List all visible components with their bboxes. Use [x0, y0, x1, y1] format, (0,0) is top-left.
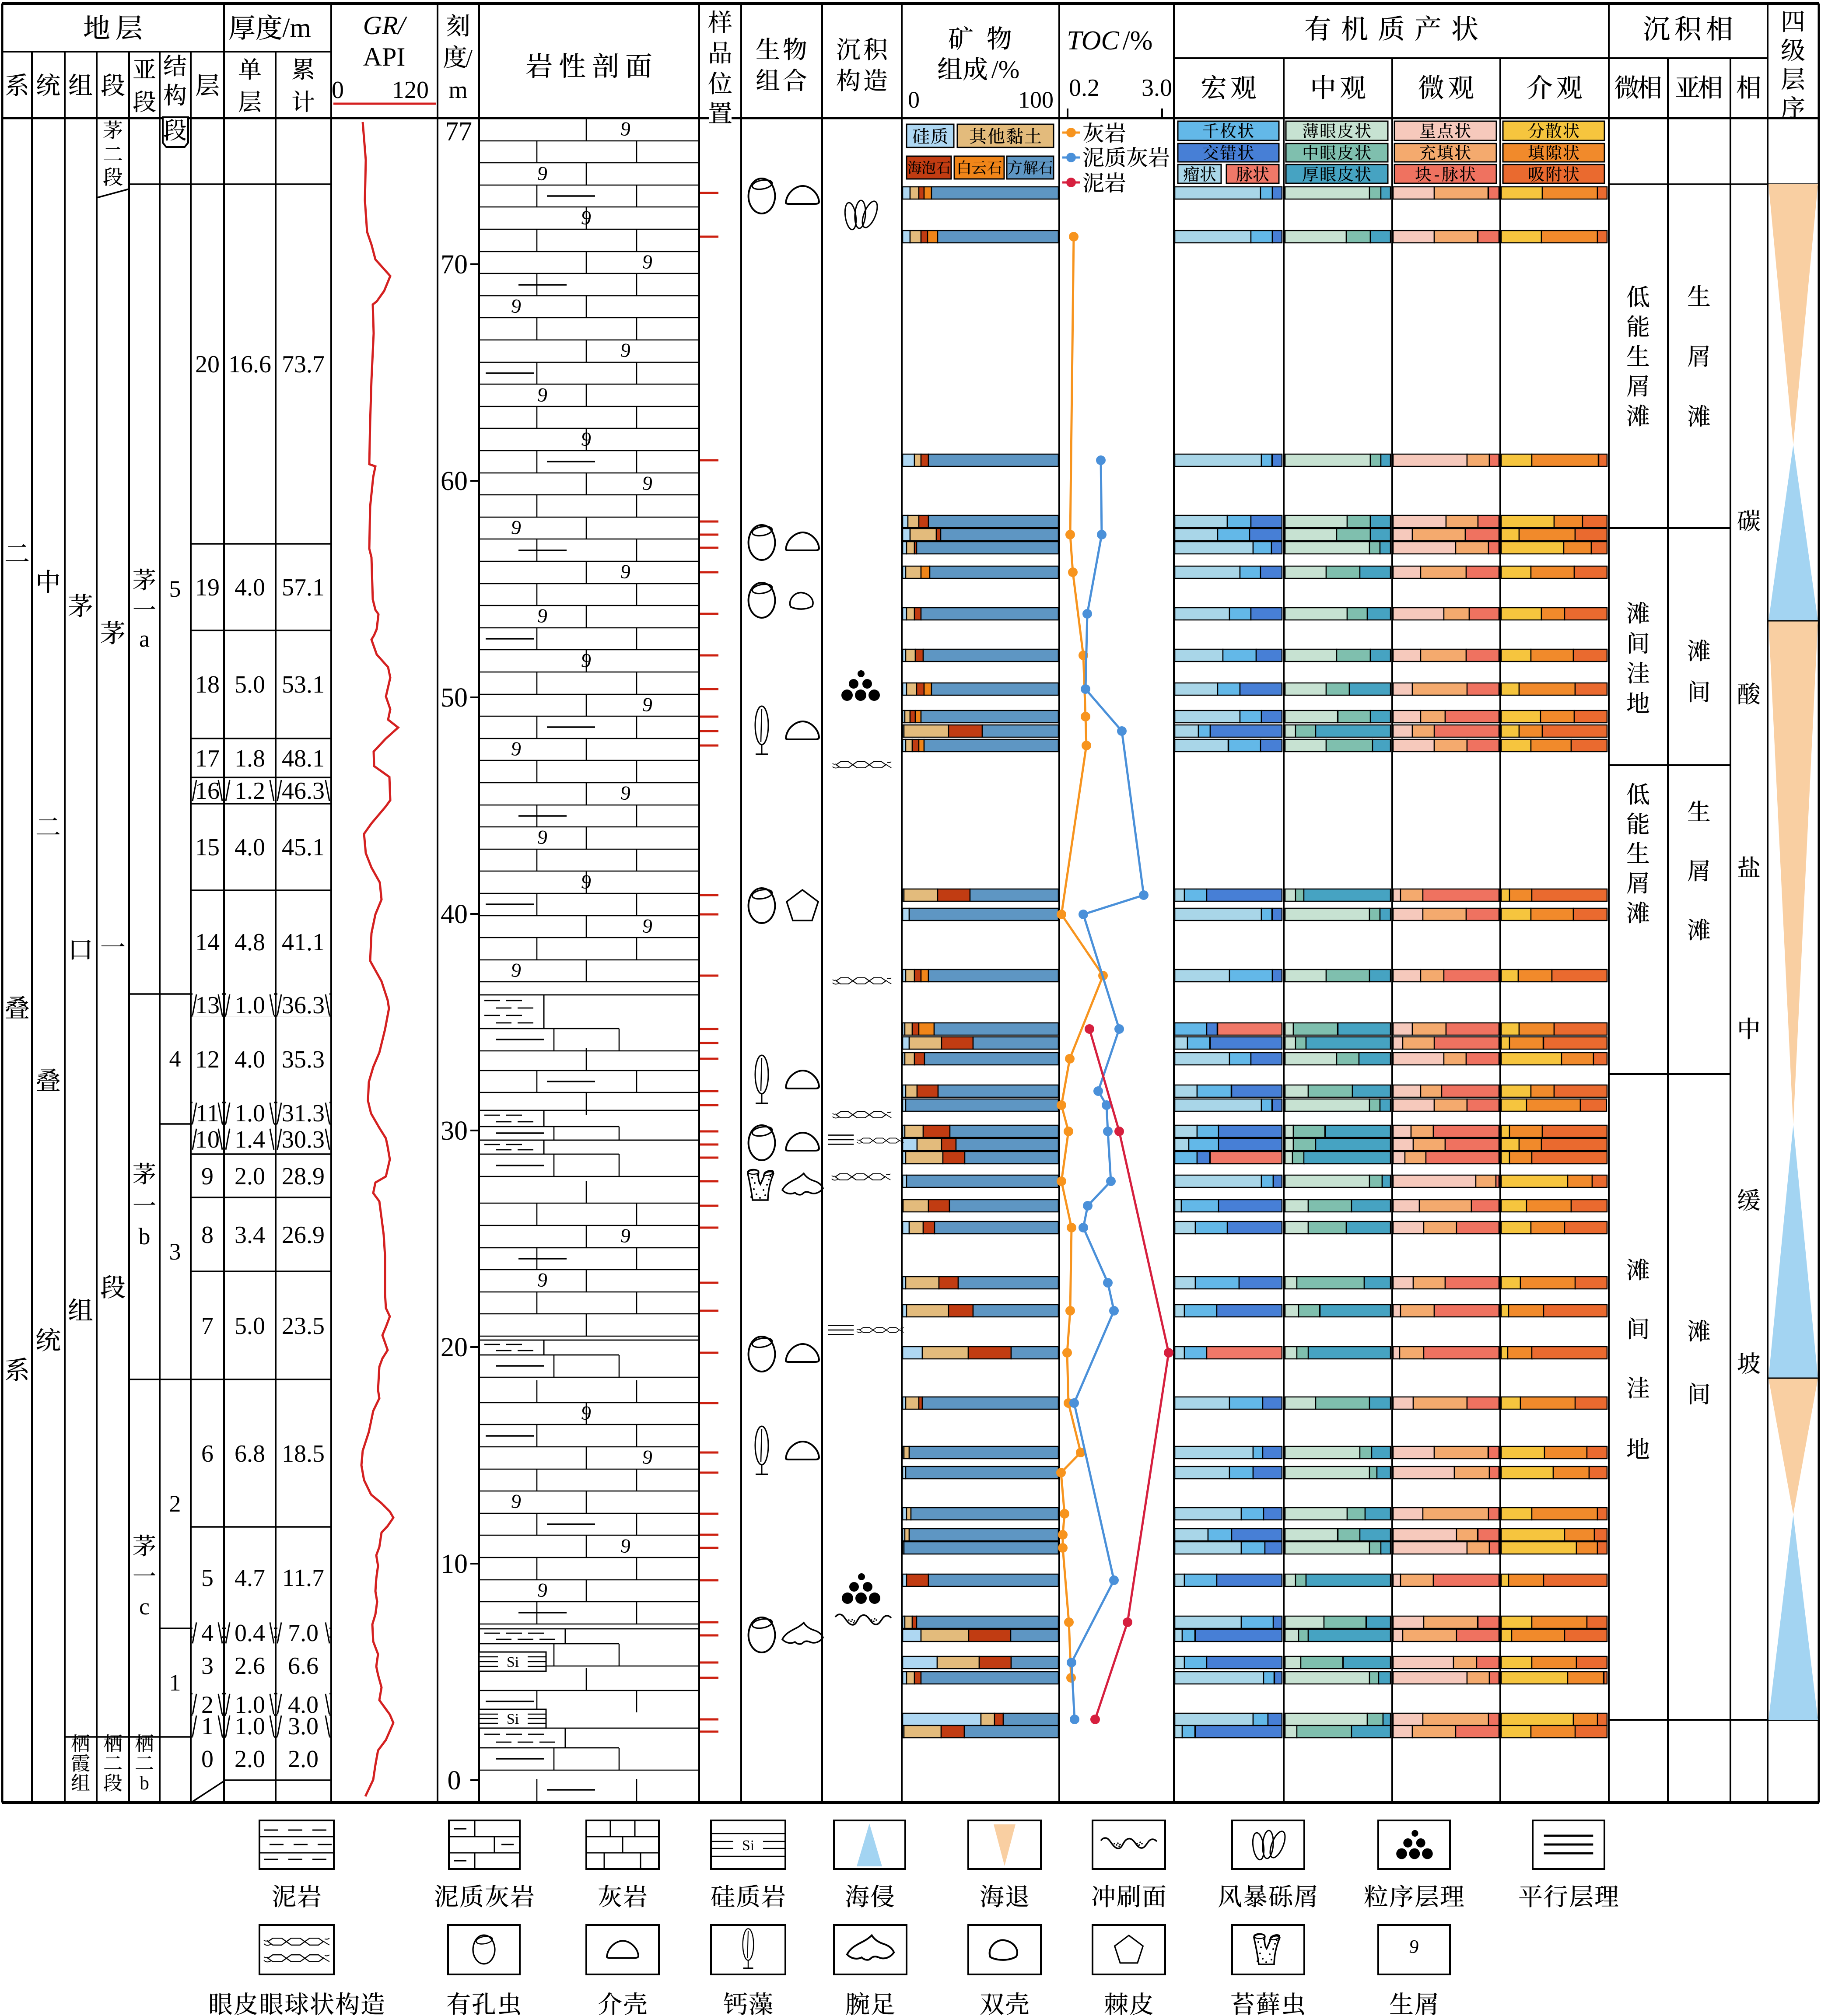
svg-text:/%: /%	[991, 55, 1019, 84]
svg-text:a: a	[139, 626, 150, 652]
svg-text:1.0: 1.0	[235, 1100, 265, 1127]
svg-text:12: 12	[195, 1046, 220, 1073]
svg-text:6.8: 6.8	[235, 1440, 265, 1467]
svg-text:1.0: 1.0	[235, 1691, 265, 1718]
svg-text:2: 2	[201, 1691, 214, 1718]
svg-text:-: -	[1434, 165, 1440, 184]
svg-text:4.7: 4.7	[235, 1564, 265, 1592]
svg-text:60: 60	[441, 466, 468, 496]
svg-text:5.0: 5.0	[235, 1312, 265, 1340]
svg-text:/%: /%	[1123, 26, 1153, 56]
svg-text:20: 20	[195, 351, 220, 378]
svg-text:1.4: 1.4	[235, 1126, 265, 1153]
svg-text:19: 19	[195, 574, 220, 601]
svg-text:GR/: GR/	[363, 11, 408, 40]
svg-text:4: 4	[201, 1620, 214, 1647]
svg-text:7: 7	[201, 1312, 214, 1340]
svg-text:10: 10	[441, 1549, 468, 1579]
svg-text:30.3: 30.3	[282, 1126, 325, 1153]
svg-text:50: 50	[441, 683, 468, 713]
svg-text:2.0: 2.0	[288, 1746, 319, 1773]
svg-text:0.2: 0.2	[1069, 74, 1100, 102]
svg-text:17: 17	[195, 745, 220, 772]
svg-text:10: 10	[195, 1126, 220, 1153]
svg-text:120: 120	[392, 77, 429, 104]
svg-text:18: 18	[195, 671, 220, 698]
svg-text:0: 0	[201, 1746, 214, 1773]
svg-text:16: 16	[195, 777, 220, 805]
svg-text:4.0: 4.0	[235, 1046, 265, 1073]
svg-text:6: 6	[201, 1440, 214, 1467]
svg-text:13: 13	[195, 992, 220, 1019]
svg-text:9: 9	[201, 1163, 214, 1190]
svg-text:b: b	[139, 1223, 151, 1250]
svg-text:14: 14	[195, 929, 220, 956]
svg-text:70: 70	[441, 250, 468, 280]
svg-text:API: API	[363, 42, 406, 71]
svg-text:/: /	[466, 45, 473, 72]
svg-text:18.5: 18.5	[282, 1440, 325, 1467]
svg-text:0: 0	[332, 77, 344, 104]
svg-text:40: 40	[441, 900, 468, 929]
svg-text:0.4: 0.4	[235, 1620, 265, 1647]
svg-text:1.2: 1.2	[235, 777, 265, 805]
svg-text:3: 3	[201, 1652, 214, 1680]
svg-text:48.1: 48.1	[282, 745, 325, 772]
svg-text:3.4: 3.4	[235, 1222, 265, 1249]
svg-text:1: 1	[201, 1713, 214, 1740]
svg-text:4.0: 4.0	[235, 834, 265, 861]
svg-text:3.0: 3.0	[288, 1713, 319, 1740]
svg-text:6.6: 6.6	[288, 1652, 319, 1680]
svg-text:5.0: 5.0	[235, 671, 265, 698]
svg-text:45.1: 45.1	[282, 834, 325, 861]
svg-text:8: 8	[201, 1222, 214, 1249]
svg-text:4.0: 4.0	[235, 574, 265, 601]
svg-text:2.0: 2.0	[235, 1746, 265, 1773]
svg-text:36.3: 36.3	[282, 992, 325, 1019]
svg-text:30: 30	[441, 1116, 468, 1146]
svg-text:4.0: 4.0	[288, 1691, 319, 1718]
svg-text:Si: Si	[507, 1654, 519, 1670]
svg-text:5: 5	[201, 1564, 214, 1592]
svg-text:23.5: 23.5	[282, 1312, 325, 1340]
svg-text:31.3: 31.3	[282, 1100, 325, 1127]
svg-text:b: b	[140, 1772, 149, 1794]
svg-text:2: 2	[169, 1491, 181, 1517]
svg-text:1.0: 1.0	[235, 1713, 265, 1740]
svg-text:57.1: 57.1	[282, 574, 325, 601]
svg-text:c: c	[139, 1593, 150, 1620]
svg-text:28.9: 28.9	[282, 1163, 325, 1190]
svg-text:2.0: 2.0	[235, 1163, 265, 1190]
svg-text:11.7: 11.7	[282, 1564, 324, 1592]
svg-text:35.3: 35.3	[282, 1046, 325, 1073]
svg-text:0: 0	[908, 87, 920, 113]
svg-text:73.7: 73.7	[282, 351, 325, 378]
svg-text:20: 20	[441, 1333, 468, 1362]
svg-text:53.1: 53.1	[282, 671, 325, 698]
svg-text:5: 5	[169, 576, 181, 602]
svg-text:46.3: 46.3	[282, 777, 325, 805]
svg-text:41.1: 41.1	[282, 929, 325, 956]
svg-text:16.6: 16.6	[228, 351, 271, 378]
svg-text:4: 4	[169, 1046, 181, 1072]
svg-text:m: m	[448, 77, 468, 104]
svg-text:100: 100	[1018, 87, 1054, 113]
svg-text:2.6: 2.6	[235, 1652, 265, 1680]
svg-text:1: 1	[169, 1670, 181, 1696]
svg-text:3.0: 3.0	[1142, 74, 1172, 102]
svg-text:Si: Si	[742, 1838, 754, 1854]
svg-text:77: 77	[445, 117, 472, 147]
svg-text:4.8: 4.8	[235, 929, 265, 956]
svg-text:Si: Si	[507, 1711, 519, 1727]
svg-text:26.9: 26.9	[282, 1222, 325, 1249]
svg-text:7.0: 7.0	[288, 1620, 319, 1647]
svg-text:1.0: 1.0	[235, 992, 265, 1019]
svg-text:3: 3	[169, 1239, 181, 1265]
svg-text:1.8: 1.8	[235, 745, 265, 772]
svg-text:15: 15	[195, 834, 220, 861]
svg-text:0: 0	[448, 1766, 461, 1796]
svg-text:11: 11	[196, 1100, 219, 1127]
svg-text:TOC: TOC	[1067, 26, 1119, 56]
svg-text:/m: /m	[282, 13, 311, 43]
